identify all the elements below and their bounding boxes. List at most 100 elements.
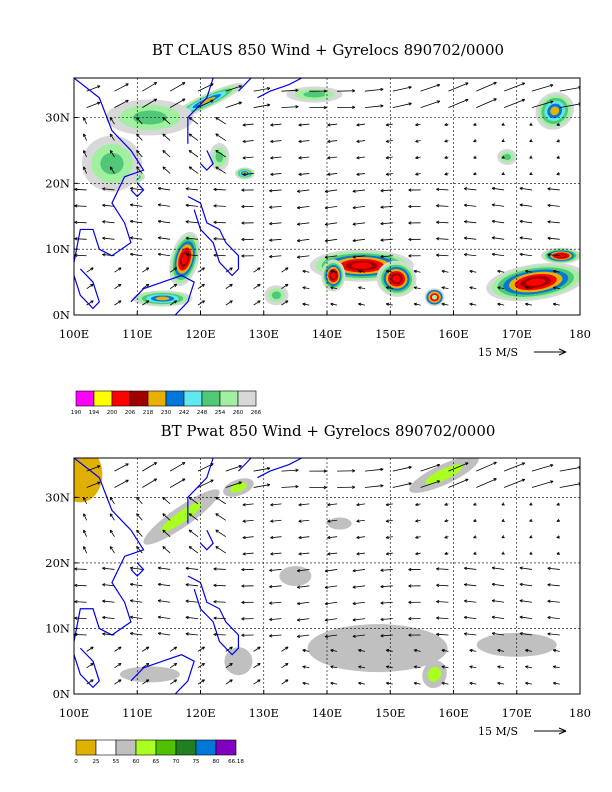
wind-arrow: [86, 481, 101, 488]
colorbar-swatch: [95, 739, 117, 756]
wind-arrow: [270, 172, 282, 176]
wind-arrow: [142, 478, 158, 488]
wind-arrow: [476, 98, 497, 108]
wind-arrow: [215, 117, 227, 125]
wind-arrow: [157, 631, 171, 636]
wind-arrow: [531, 480, 554, 488]
wind-arrow: [241, 254, 254, 258]
panel2-reference-vector-label: 15 M/S: [478, 725, 518, 738]
panel2-gridlines: [74, 458, 580, 694]
wind-arrow: [380, 601, 393, 605]
wind-arrow: [337, 105, 356, 109]
x-tick-label: 150E: [375, 327, 405, 341]
wind-arrow: [559, 86, 580, 92]
y-tick-label: 0N: [53, 687, 70, 701]
field-blob: [132, 290, 193, 307]
colorbar-label: 70: [173, 759, 180, 765]
wind-arrow: [529, 139, 533, 143]
wind-arrow: [242, 519, 254, 523]
field-blob: [169, 231, 201, 287]
coastline: [200, 150, 214, 172]
x-tick-label: 130E: [249, 327, 279, 341]
wind-arrow: [114, 99, 129, 108]
wind-arrow: [114, 646, 122, 652]
wind-arrow: [352, 189, 366, 193]
wind-arrow: [74, 253, 87, 257]
wind-arrow: [269, 205, 282, 209]
wind-arrow: [188, 150, 199, 158]
wind-arrow: [556, 551, 560, 555]
wind-arrow: [296, 189, 310, 193]
wind-arrow: [330, 665, 338, 669]
wind-arrow: [469, 269, 477, 274]
wind-arrow: [302, 269, 310, 274]
wind-arrow: [157, 615, 171, 620]
wind-arrow: [281, 646, 289, 652]
wind-arrow: [491, 582, 505, 587]
colorbar-label: 206: [125, 410, 136, 416]
colorbar-swatch: [75, 739, 97, 756]
x-tick-label: 110E: [122, 706, 152, 720]
wind-arrow: [188, 166, 199, 174]
wind-arrow: [420, 480, 441, 488]
wind-arrow: [413, 665, 421, 669]
wind-arrow: [129, 219, 143, 224]
wind-arrow: [380, 189, 393, 193]
y-tick-label: 20N: [45, 556, 70, 570]
wind-arrow: [444, 122, 449, 127]
wind-arrow: [241, 600, 254, 605]
field-blob: [81, 135, 142, 192]
field-blob: [476, 632, 557, 657]
wind-arrow: [324, 618, 338, 622]
wind-arrow: [358, 302, 366, 306]
wind-arrow: [298, 156, 310, 160]
wind-arrow: [109, 133, 115, 141]
wind-arrow: [476, 81, 497, 92]
wind-arrow: [337, 469, 356, 473]
wind-arrow: [444, 172, 449, 176]
panel1-axis-ticks: 100E 110E 120E 130E 140E 150E 160E 170E 180 0N 10N…: [45, 111, 591, 342]
wind-arrow: [213, 204, 226, 208]
wind-arrow: [281, 283, 289, 289]
colorbar-swatch: [135, 739, 157, 756]
coastline: [187, 78, 214, 144]
wind-arrow: [552, 269, 560, 274]
wind-arrow: [501, 518, 505, 522]
wind-arrow: [408, 221, 421, 225]
wind-arrow: [281, 485, 299, 489]
wind-arrow: [270, 139, 282, 144]
wind-arrow: [420, 463, 441, 472]
wind-arrow: [415, 155, 421, 160]
wind-arrow: [213, 567, 226, 571]
wind-arrow: [364, 484, 384, 488]
field-blob: [376, 260, 417, 297]
wind-arrow: [501, 502, 505, 506]
wind-arrow: [385, 648, 393, 653]
colorbar-label: 218: [143, 410, 154, 416]
panel2-colorbar: 0 25 55 60 65 70 75 80 66.18: [74, 739, 244, 765]
wind-arrow: [547, 236, 560, 240]
wind-arrow: [491, 566, 505, 570]
colorbar-swatch: [219, 390, 239, 407]
wind-arrow: [253, 267, 261, 273]
wind-arrow: [225, 679, 233, 685]
wind-arrow: [296, 618, 310, 622]
wind-arrow: [420, 83, 441, 92]
wind-arrow: [215, 496, 227, 505]
colorbar-swatch: [165, 390, 185, 407]
wind-arrow: [241, 617, 254, 621]
wind-arrow: [225, 481, 242, 488]
wind-arrow: [356, 519, 366, 523]
wind-arrow: [547, 599, 560, 603]
panel2-title: BT Pwat 850 Wind + Gyrelocs 890702/0000: [161, 422, 496, 440]
wind-arrow: [380, 634, 393, 638]
colorbar-label: 0: [74, 759, 78, 765]
wind-arrow: [380, 617, 393, 622]
wind-arrow: [420, 100, 441, 109]
wind-arrow: [102, 203, 115, 208]
wind-arrow: [83, 546, 88, 554]
colorbar-swatch: [115, 739, 137, 756]
field-blob: [409, 458, 479, 493]
wind-arrow: [215, 546, 227, 554]
wind-arrow: [114, 83, 129, 92]
